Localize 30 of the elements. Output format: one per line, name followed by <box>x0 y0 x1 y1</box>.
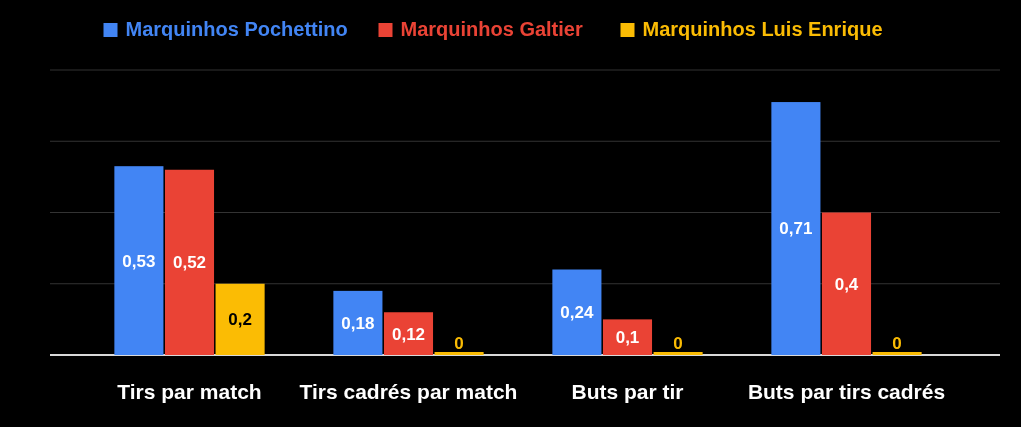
bar <box>771 102 821 355</box>
bar <box>434 352 484 355</box>
bar <box>602 319 653 355</box>
legend-label: Marquinhos Pochettino <box>125 18 348 40</box>
data-label: 0,2 <box>228 310 252 330</box>
bar <box>164 169 215 355</box>
data-label: 0,4 <box>834 274 859 294</box>
data-label: 0,24 <box>560 303 594 323</box>
bar <box>215 283 265 355</box>
bar <box>333 290 383 355</box>
data-label: 0,71 <box>779 219 813 239</box>
legend-label: Marquinhos Luis Enrique <box>642 18 883 40</box>
data-label: 0,1 <box>615 328 640 348</box>
x-tick-label: Tirs cadrés par match <box>299 380 518 403</box>
data-label: 0 <box>673 334 683 353</box>
data-label: 0 <box>454 334 464 353</box>
data-label: 0 <box>892 334 902 353</box>
bar <box>552 269 602 355</box>
bar <box>821 212 872 355</box>
bar <box>872 352 922 355</box>
x-tick-label: Tirs par match <box>117 380 262 403</box>
bar <box>653 352 703 355</box>
bar <box>114 166 164 355</box>
data-label: 0,12 <box>391 324 426 344</box>
x-tick-label: Buts par tirs cadrés <box>747 380 946 403</box>
data-label: 0,53 <box>122 251 156 271</box>
data-label: 0,18 <box>341 313 375 333</box>
legend-label: Marquinhos Galtier <box>400 18 583 40</box>
data-label: 0,52 <box>172 253 207 273</box>
x-tick-label: Buts par tir <box>571 380 684 403</box>
